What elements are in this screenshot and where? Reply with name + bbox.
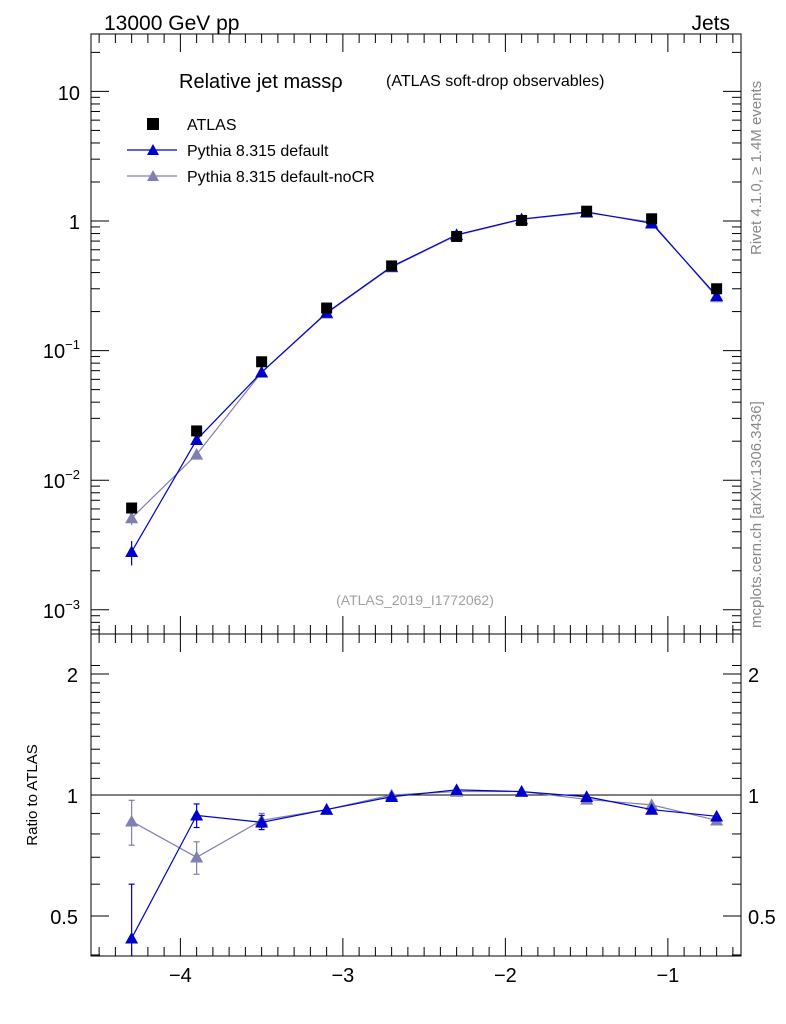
ratio-line-default [131, 789, 717, 939]
ratio-y-tick-label-right: 2 [748, 665, 759, 687]
main-point-atlas [581, 205, 593, 217]
main-point-atlas [646, 213, 658, 225]
main-point-atlas [386, 260, 398, 272]
main-point-atlas [321, 302, 333, 314]
ratio-series-layer [125, 783, 724, 956]
main-line-default [131, 211, 718, 553]
ratio-point-default [580, 790, 594, 802]
main-point-atlas [711, 283, 723, 295]
ratio-point-default [385, 790, 399, 802]
ratio-y-tick-label-left: 0.5 [50, 907, 78, 929]
ratio-point-default [450, 783, 464, 796]
y-tick-label-0.01: 10−2 [43, 467, 80, 493]
x-tick-label: −3 [331, 965, 354, 987]
main-point-default [190, 433, 204, 445]
chart-title: Relative jet massρ [179, 71, 343, 93]
energy-label: 13000 GeV pp [104, 12, 239, 35]
main-point-nocr [125, 511, 139, 524]
analysis-tag: (ATLAS_2019_I1772062) [336, 592, 494, 608]
ratio-point-default [320, 803, 334, 815]
ratio-y-tick-label-right: 0.5 [748, 907, 776, 929]
legend-label-atlas: ATLAS [187, 117, 237, 134]
main-point-default [125, 545, 139, 558]
ratio-point-default [125, 931, 139, 944]
ratio-point-default [645, 803, 659, 815]
category-label: Jets [691, 12, 730, 35]
main-point-atlas [516, 214, 528, 226]
main-point-atlas [256, 356, 268, 368]
ratio-point-default [255, 815, 269, 828]
rivet-label: Rivet 4.1.0, ≥ 1.4M events [748, 81, 765, 255]
ratio-line-nocr [131, 790, 717, 858]
legend-marker-nocr [147, 170, 159, 181]
ratio-point-nocr [190, 850, 204, 863]
ratio-y-tick-label-right: 1 [748, 786, 759, 808]
main-point-atlas [126, 502, 138, 514]
y-tick-label-0.1: 10−1 [43, 337, 80, 363]
x-tick-label: −2 [494, 965, 517, 987]
main-axis-ticks [91, 34, 741, 634]
main-line-nocr [131, 212, 718, 519]
main-point-nocr [190, 447, 204, 460]
chart-subtitle: (ATLAS soft-drop observables) [386, 73, 604, 90]
main-point-default [255, 365, 269, 378]
ratio-axis-ticks: 0.5 0.5 1 1 2 2 −4 −3 −2 −1 [50, 634, 776, 987]
y-tick-label-0.001: 10−3 [43, 597, 80, 623]
main-point-atlas [451, 230, 463, 242]
legend-label-default: Pythia 8.315 default [187, 143, 329, 160]
legend-marker-atlas [147, 118, 159, 130]
ratio-y-tick-label-left: 1 [67, 786, 78, 808]
main-series-layer [125, 205, 724, 566]
ratio-point-nocr [125, 814, 139, 827]
legend-label-nocr: Pythia 8.315 default-noCR [187, 169, 375, 186]
y-tick-label-1: 1 [69, 212, 80, 234]
main-point-default [710, 289, 724, 301]
legend-marker-default [147, 144, 159, 155]
ratio-y-tick-label-left: 2 [67, 665, 78, 687]
ratio-point-default [710, 809, 724, 822]
y-tick-label-10: 10 [58, 83, 80, 105]
main-y-tick-labels: 10 1 10−1 10−2 10−3 [43, 83, 80, 623]
ratio-point-default [515, 785, 529, 797]
x-tick-label: −1 [656, 965, 679, 987]
ratio-y-label: Ratio to ATLAS [24, 744, 41, 845]
x-tick-label: −4 [169, 965, 192, 987]
main-point-atlas [191, 425, 203, 437]
ratio-point-default [190, 808, 204, 821]
source-label: mcplots.cern.ch [arXiv:1306.3436] [748, 401, 765, 628]
legend: ATLAS Pythia 8.315 default Pythia 8.315 … [127, 117, 375, 186]
